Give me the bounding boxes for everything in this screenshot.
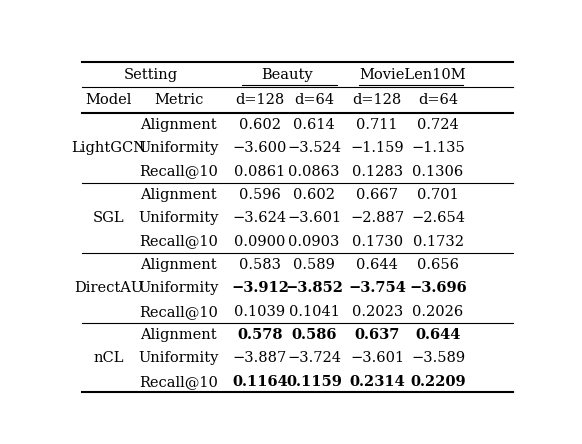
Text: −3.724: −3.724 (287, 351, 341, 365)
Text: Recall@10: Recall@10 (139, 234, 218, 249)
Text: Alignment: Alignment (140, 118, 217, 132)
Text: −3.601: −3.601 (350, 351, 404, 365)
Text: Uniformity: Uniformity (139, 141, 219, 155)
Text: −3.852: −3.852 (285, 281, 343, 295)
Text: 0.578: 0.578 (237, 328, 283, 342)
Text: SGL: SGL (93, 211, 125, 225)
Text: 0.596: 0.596 (239, 188, 281, 202)
Text: −1.159: −1.159 (350, 141, 404, 155)
Text: −3.912: −3.912 (231, 281, 289, 295)
Text: 0.1732: 0.1732 (413, 234, 464, 249)
Text: Uniformity: Uniformity (139, 351, 219, 365)
Text: Alignment: Alignment (140, 258, 217, 272)
Text: 0.644: 0.644 (356, 258, 398, 272)
Text: DirectAU: DirectAU (74, 281, 143, 295)
Text: 0.0903: 0.0903 (288, 234, 340, 249)
Text: 0.602: 0.602 (293, 188, 335, 202)
Text: 0.614: 0.614 (293, 118, 335, 132)
Text: 0.583: 0.583 (239, 258, 281, 272)
Text: 0.701: 0.701 (417, 188, 459, 202)
Text: 0.2314: 0.2314 (349, 375, 405, 389)
Text: 0.667: 0.667 (356, 188, 398, 202)
Text: Recall@10: Recall@10 (139, 165, 218, 178)
Text: −3.887: −3.887 (233, 351, 287, 365)
Text: d=128: d=128 (353, 93, 402, 107)
Text: 0.656: 0.656 (417, 258, 459, 272)
Text: 0.711: 0.711 (356, 118, 398, 132)
Text: 0.1164: 0.1164 (232, 375, 288, 389)
Text: nCL: nCL (94, 351, 124, 365)
Text: 0.2026: 0.2026 (413, 305, 464, 319)
Text: −3.601: −3.601 (287, 211, 341, 225)
Text: 0.2023: 0.2023 (352, 305, 403, 319)
Text: −2.654: −2.654 (411, 211, 465, 225)
Text: Alignment: Alignment (140, 188, 217, 202)
Text: Metric: Metric (154, 93, 204, 107)
Text: −3.589: −3.589 (411, 351, 465, 365)
Text: 0.589: 0.589 (293, 258, 335, 272)
Text: 0.0861: 0.0861 (235, 165, 286, 178)
Text: d=128: d=128 (235, 93, 285, 107)
Text: Model: Model (86, 93, 132, 107)
Text: −3.524: −3.524 (287, 141, 341, 155)
Text: 0.644: 0.644 (416, 328, 461, 342)
Text: 0.1283: 0.1283 (352, 165, 403, 178)
Text: 0.1159: 0.1159 (286, 375, 342, 389)
Text: Setting: Setting (123, 67, 178, 82)
Text: Beauty: Beauty (261, 67, 313, 82)
Text: −3.754: −3.754 (348, 281, 406, 295)
Text: 0.637: 0.637 (354, 328, 400, 342)
Text: −2.887: −2.887 (350, 211, 404, 225)
Text: MovieLen10M: MovieLen10M (359, 67, 466, 82)
Text: 0.0863: 0.0863 (288, 165, 340, 178)
Text: 0.2209: 0.2209 (410, 375, 466, 389)
Text: LightGCN: LightGCN (71, 141, 147, 155)
Text: 0.1041: 0.1041 (289, 305, 339, 319)
Text: Uniformity: Uniformity (139, 211, 219, 225)
Text: −1.135: −1.135 (411, 141, 465, 155)
Text: Recall@10: Recall@10 (139, 305, 218, 319)
Text: Alignment: Alignment (140, 328, 217, 342)
Text: 0.1730: 0.1730 (352, 234, 403, 249)
Text: 0.586: 0.586 (292, 328, 337, 342)
Text: d=64: d=64 (294, 93, 334, 107)
Text: 0.724: 0.724 (417, 118, 459, 132)
Text: 0.0900: 0.0900 (234, 234, 286, 249)
Text: −3.600: −3.600 (233, 141, 287, 155)
Text: Uniformity: Uniformity (139, 281, 219, 295)
Text: d=64: d=64 (418, 93, 458, 107)
Text: 0.602: 0.602 (239, 118, 281, 132)
Text: 0.1306: 0.1306 (413, 165, 464, 178)
Text: −3.696: −3.696 (409, 281, 467, 295)
Text: 0.1039: 0.1039 (235, 305, 286, 319)
Text: Recall@10: Recall@10 (139, 375, 218, 389)
Text: −3.624: −3.624 (233, 211, 287, 225)
